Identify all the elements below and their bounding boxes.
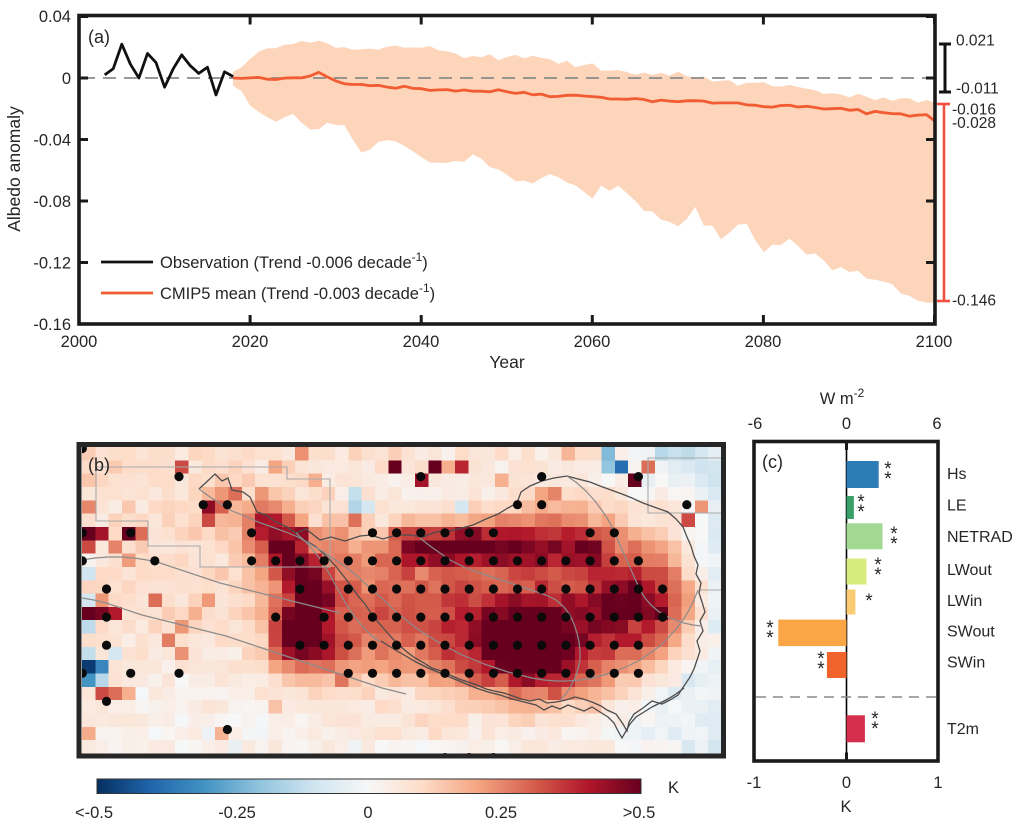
svg-text:(b): (b) [88, 455, 110, 475]
svg-text:<-0.5: <-0.5 [75, 804, 113, 822]
svg-text:*: * [871, 719, 879, 740]
svg-text:*: * [890, 524, 898, 545]
svg-text:2000: 2000 [61, 333, 98, 351]
svg-text:T2m: T2m [947, 721, 979, 738]
svg-text:0.021: 0.021 [956, 33, 995, 50]
svg-text:2080: 2080 [745, 333, 782, 351]
svg-text:2100: 2100 [916, 333, 953, 351]
svg-text:Observation (Trend -0.006 deca: Observation (Trend -0.006 decade-1) [160, 250, 428, 272]
svg-text:0: 0 [363, 804, 372, 822]
svg-text:Year: Year [489, 352, 525, 372]
svg-text:LWout: LWout [947, 562, 992, 579]
svg-text:(c): (c) [762, 452, 783, 472]
svg-text:*: * [817, 659, 825, 680]
svg-text:LWin: LWin [947, 593, 982, 610]
svg-text:2060: 2060 [574, 333, 611, 351]
svg-text:0: 0 [62, 70, 71, 88]
svg-text:0: 0 [842, 415, 851, 433]
svg-text:*: * [874, 555, 882, 576]
svg-text:0: 0 [842, 774, 851, 792]
svg-text:*: * [871, 709, 879, 730]
svg-text:SWin: SWin [947, 655, 985, 672]
svg-text:K: K [668, 779, 679, 797]
svg-text:6: 6 [932, 415, 941, 433]
svg-text:2020: 2020 [232, 333, 269, 351]
svg-text:-0.146: -0.146 [952, 293, 996, 310]
svg-text:-0.25: -0.25 [218, 804, 256, 822]
svg-text:Albedo anomaly: Albedo anomaly [4, 106, 24, 232]
svg-text:*: * [884, 459, 892, 480]
svg-text:*: * [874, 565, 882, 586]
svg-text:-0.12: -0.12 [33, 255, 71, 273]
svg-text:*: * [817, 649, 825, 670]
svg-text:0.04: 0.04 [39, 8, 71, 26]
svg-text:-0.028: -0.028 [952, 115, 996, 132]
svg-text:*: * [884, 469, 892, 490]
svg-text:(a): (a) [88, 27, 110, 47]
svg-text:K: K [840, 798, 851, 816]
svg-text:NETRAD: NETRAD [947, 529, 1013, 546]
svg-text:W m-2: W m-2 [820, 386, 865, 408]
svg-text:-0.04: -0.04 [33, 132, 71, 150]
svg-text:-0.08: -0.08 [33, 193, 71, 211]
svg-text:-1: -1 [747, 774, 762, 792]
svg-text:0.25: 0.25 [485, 804, 517, 822]
svg-text:*: * [766, 628, 774, 649]
svg-text:Hs: Hs [947, 466, 967, 483]
svg-text:*: * [857, 492, 865, 513]
svg-text:*: * [857, 502, 865, 523]
svg-text:-0.016: -0.016 [952, 102, 996, 119]
svg-text:LE: LE [947, 498, 967, 515]
svg-text:*: * [890, 534, 898, 555]
svg-text:>0.5: >0.5 [623, 804, 656, 822]
svg-text:-0.011: -0.011 [956, 81, 999, 98]
svg-text:CMIP5 mean (Trend -0.003 decad: CMIP5 mean (Trend -0.003 decade-1) [160, 281, 435, 303]
svg-text:2040: 2040 [403, 333, 440, 351]
svg-text:-0.16: -0.16 [33, 316, 71, 334]
svg-text:*: * [865, 591, 873, 612]
svg-text:1: 1 [933, 774, 942, 792]
svg-text:-6: -6 [748, 415, 763, 433]
svg-text:SWout: SWout [947, 624, 995, 641]
svg-text:*: * [766, 618, 774, 639]
